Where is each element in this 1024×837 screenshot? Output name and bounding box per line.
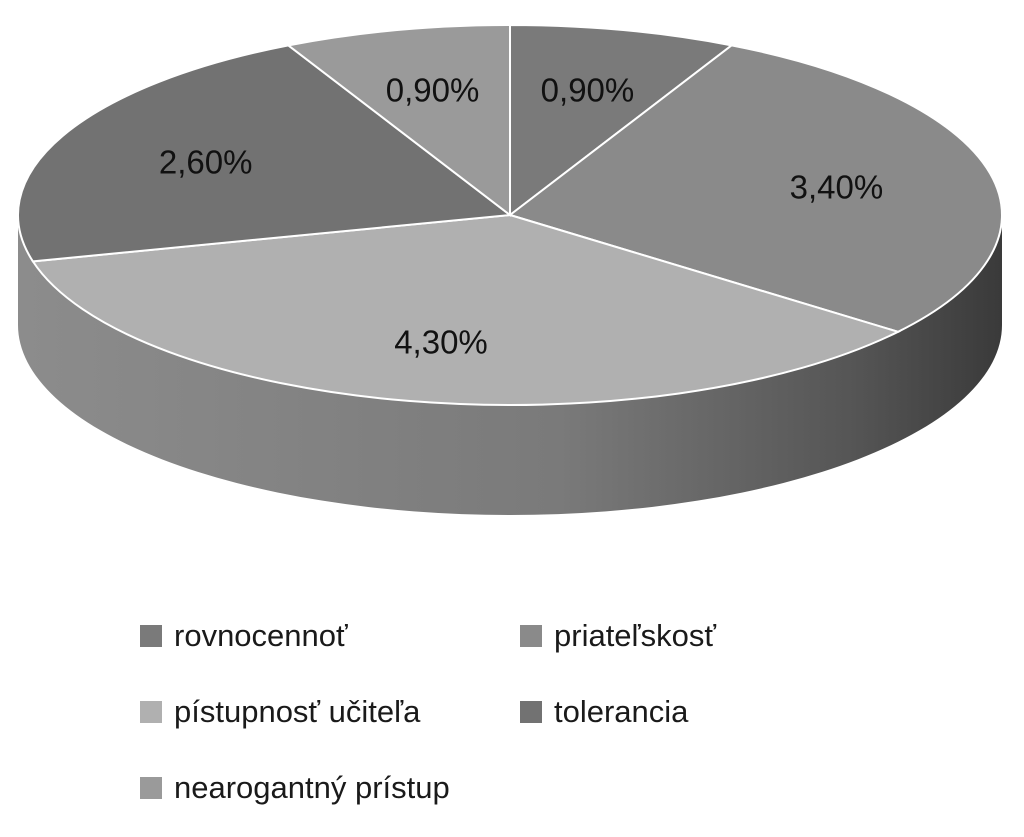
data-label-tolerancia: 2,60% bbox=[159, 143, 253, 180]
legend-swatch bbox=[140, 777, 162, 799]
legend-item-rovnocennot: rovnocennoť bbox=[140, 618, 520, 654]
pie-data-labels: 0,90% 3,40% 4,30% 2,60% 0,90% bbox=[159, 71, 883, 360]
legend-swatch bbox=[520, 701, 542, 723]
chart-legend: rovnocennoť priateľskosť pístupnosť učiteľ… bbox=[140, 618, 840, 806]
legend-swatch bbox=[140, 701, 162, 723]
legend-label: pístupnosť učiteľa bbox=[174, 694, 421, 729]
legend-item-nearogantny-pristup: nearogantný prístup bbox=[140, 770, 520, 806]
legend-item-priatelskost: priateľskosť bbox=[520, 618, 840, 654]
legend-label: rovnocennoť bbox=[174, 618, 348, 653]
pie-slice-pistupnost-ucitela bbox=[31, 213, 901, 406]
pie-top-slices bbox=[17, 23, 1003, 406]
legend-label: tolerancia bbox=[554, 694, 689, 729]
data-label-rovnocennot: 0,90% bbox=[541, 71, 635, 108]
data-label-nearogantny-pristup: 0,90% bbox=[386, 71, 480, 108]
pie-slice-priatelskost bbox=[507, 44, 1003, 333]
pie-slice-tolerancia bbox=[17, 44, 513, 263]
pie-slice-rovnocennot bbox=[509, 23, 735, 218]
legend-label: priateľskosť bbox=[554, 618, 716, 653]
legend-item-pistupnost-ucitela: pístupnosť učiteľa bbox=[140, 694, 520, 730]
legend-swatch bbox=[140, 625, 162, 647]
pie-slice-nearogantny-pristup bbox=[285, 23, 511, 218]
pie-side-wall bbox=[18, 215, 1002, 515]
pie-chart: 0,90% 3,40% 4,30% 2,60% 0,90% bbox=[17, 23, 1003, 515]
legend-swatch bbox=[520, 625, 542, 647]
data-label-pistupnost-ucitela: 4,30% bbox=[394, 323, 488, 360]
pie-side-surface bbox=[18, 215, 1002, 515]
legend-label: nearogantný prístup bbox=[174, 770, 450, 805]
data-label-priatelskost: 3,40% bbox=[790, 169, 884, 206]
legend-item-tolerancia: tolerancia bbox=[520, 694, 840, 730]
